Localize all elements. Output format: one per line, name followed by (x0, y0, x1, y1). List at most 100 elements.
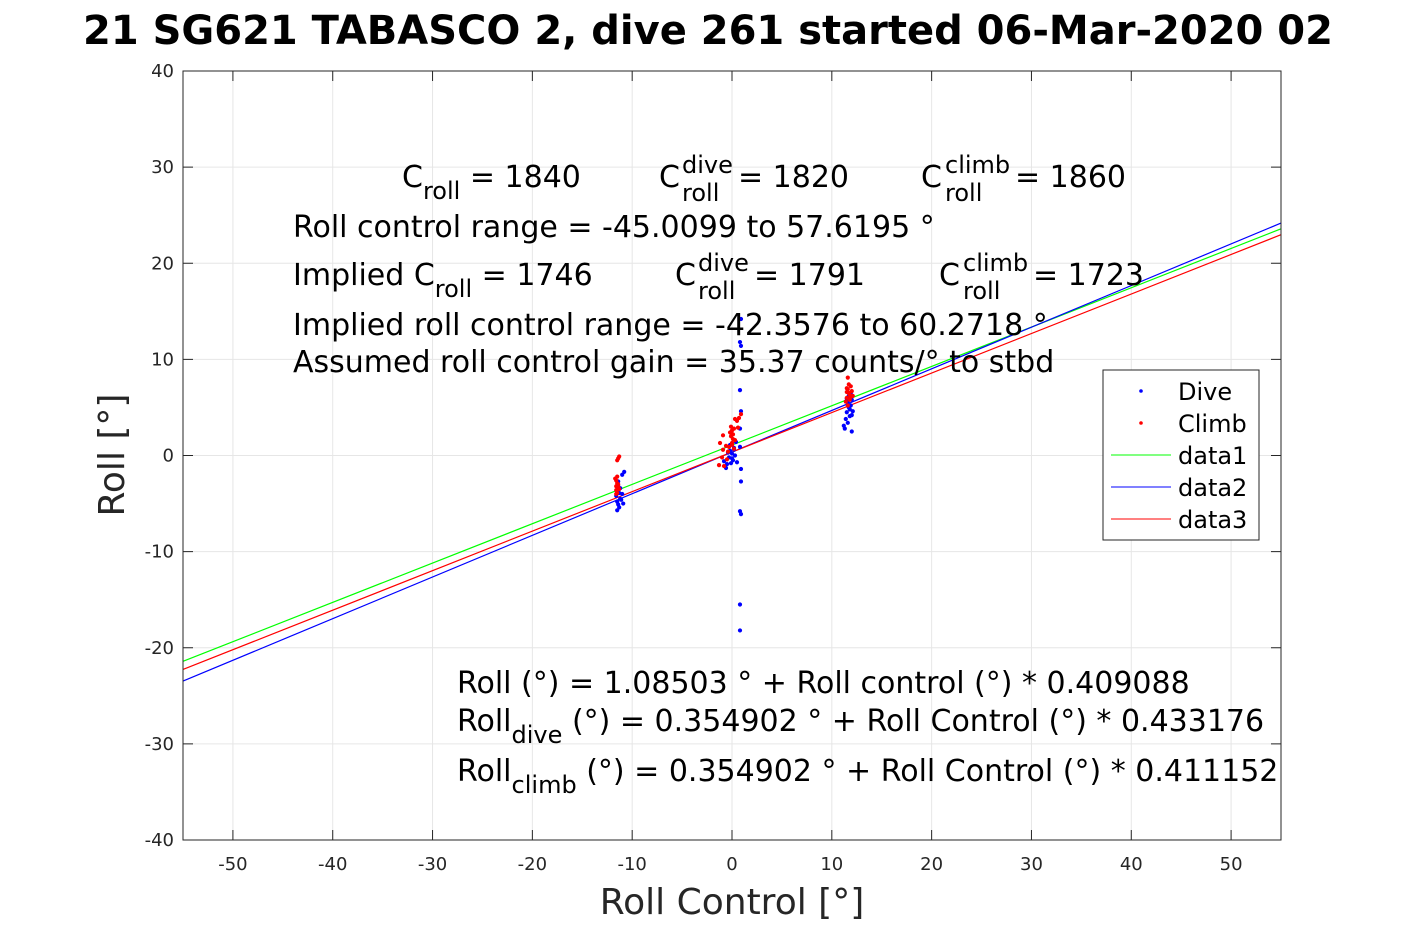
dive-point (724, 462, 730, 467)
climb-point (716, 463, 722, 468)
dive-point (845, 420, 850, 425)
dive-point (849, 413, 854, 418)
dive-point (847, 407, 852, 412)
annotation-fit-climb: Rollclimb (°) = 0.354902 ° + Roll Contro… (457, 754, 1278, 799)
y-tick-label: 20 (151, 253, 174, 274)
climb-point (845, 403, 850, 408)
annotation-implied-range: Implied roll control range = -42.3576 to… (293, 308, 1048, 343)
y-tick-label: 40 (151, 61, 174, 82)
climb-point (724, 457, 730, 462)
climb-point (728, 424, 734, 429)
climb-point (843, 399, 848, 404)
climb-point (729, 428, 735, 433)
climb-point (720, 433, 726, 438)
annotation-roll-control-range: Roll control range = -45.0099 to 57.6195… (293, 210, 935, 245)
climb-point (731, 446, 737, 451)
x-tick-label: -30 (418, 854, 447, 875)
dive-point (737, 602, 743, 607)
dive-point (729, 456, 735, 461)
climb-point (849, 388, 854, 394)
climb-point (844, 389, 849, 395)
dive-point (737, 388, 743, 393)
climb-point (736, 415, 742, 421)
x-tick-label: 50 (1220, 854, 1243, 875)
climb-point (717, 440, 723, 446)
dive-point (850, 409, 855, 414)
annotation-c-roll: Croll = 1840 (402, 160, 581, 205)
climb-point (721, 463, 727, 469)
y-tick-label: -20 (145, 638, 174, 659)
climb-point (725, 449, 731, 454)
legend-label-data1: data1 (1178, 442, 1247, 470)
legend-label-data2: data2 (1178, 474, 1247, 502)
legend-label-dive: Dive (1178, 378, 1232, 406)
x-tick-label: -20 (518, 854, 547, 875)
climb-point (732, 438, 738, 443)
climb-point (844, 395, 849, 400)
climb-point (719, 455, 725, 460)
legend-marker-dive (1139, 389, 1143, 393)
dive-point (738, 479, 744, 484)
annotation-c-roll-dive: C dive roll = 1820 (659, 146, 849, 209)
dive-point (615, 508, 620, 513)
dive-point (842, 426, 847, 431)
climb-point (615, 474, 620, 479)
dive-point (619, 497, 624, 502)
dive-point (732, 453, 738, 458)
y-tick-label: 30 (151, 157, 174, 178)
y-axis-label: Roll [°] (92, 394, 133, 517)
annotation-implied-c-roll-climb: C climb roll = 1723 (939, 244, 1144, 307)
climb-point (845, 375, 850, 380)
climb-point (730, 432, 736, 437)
legend: Dive Climb data1 data2 data3 (1102, 369, 1260, 541)
dive-point (848, 403, 853, 408)
annotation-gain: Assumed roll control gain = 35.37 counts… (293, 345, 1054, 380)
y-tick-label: 0 (163, 446, 174, 467)
dive-point (728, 461, 734, 466)
dive-point (737, 444, 743, 449)
legend-label-climb: Climb (1178, 410, 1247, 438)
climb-point (729, 442, 735, 448)
dive-point (729, 451, 735, 456)
y-tick-label: -30 (145, 734, 174, 755)
legend-marker-climb (1139, 421, 1143, 425)
dive-point (737, 628, 743, 633)
climb-point (617, 487, 622, 492)
climb-point (850, 393, 855, 399)
climb-point (735, 425, 741, 430)
climb-point (614, 491, 619, 497)
x-tick-label: -40 (318, 854, 347, 875)
data-points (613, 316, 855, 633)
dive-point (737, 339, 743, 345)
x-tick-label: 10 (820, 854, 843, 875)
dive-point (620, 491, 625, 497)
y-tick-label: -40 (145, 830, 174, 851)
legend-label-data3: data3 (1178, 506, 1247, 534)
x-tick-label: 20 (920, 854, 943, 875)
dive-point (738, 512, 744, 517)
x-tick-label: 30 (1020, 854, 1043, 875)
x-tick-label: 40 (1120, 854, 1143, 875)
dive-point (622, 469, 627, 474)
climb-point (738, 412, 744, 417)
dive-point (721, 459, 727, 464)
dive-point (738, 409, 744, 414)
climb-point (720, 447, 726, 452)
annotation-fit-all: Roll (°) = 1.08503 ° + Roll control (°) … (457, 666, 1190, 701)
climb-point (614, 484, 619, 489)
climb-point (615, 458, 620, 463)
dive-point (738, 316, 744, 322)
dive-point (738, 343, 744, 349)
annotation-implied-c-roll: Implied Croll = 1746 (293, 258, 593, 303)
climb-point (732, 416, 738, 422)
x-tick-label: -50 (218, 854, 247, 875)
dive-point (844, 410, 849, 415)
x-tick-label: 0 (726, 854, 737, 875)
axis-ticks: -50 -40 -30 -20 -10 0 10 20 30 40 50 -40 -30 -20 -10 0 1… (145, 61, 1281, 875)
dive-point (738, 466, 744, 472)
dive-point (843, 416, 848, 422)
dive-point (621, 501, 626, 506)
climb-point (844, 386, 849, 391)
y-tick-label: 10 (151, 349, 174, 370)
